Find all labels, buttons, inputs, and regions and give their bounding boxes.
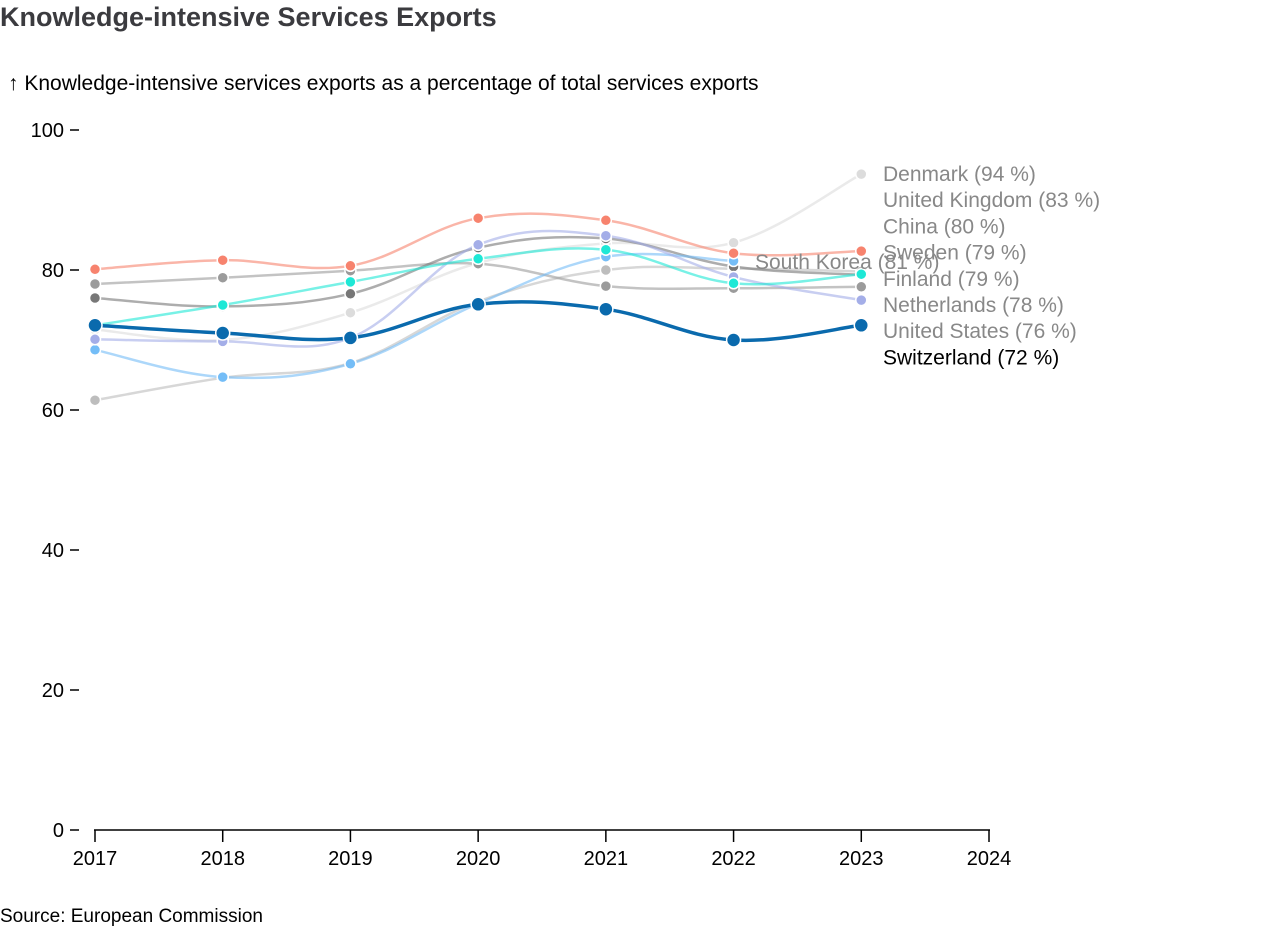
point-south-korea bbox=[216, 370, 229, 384]
series-label-south-korea: South Korea (81 %) bbox=[755, 251, 939, 274]
point-netherlands bbox=[599, 279, 613, 293]
point-denmark bbox=[855, 167, 868, 181]
point-south-korea bbox=[88, 343, 102, 357]
series-label: China (80 %) bbox=[883, 215, 1006, 238]
y-tick-label: 0 bbox=[53, 820, 64, 842]
point-finland bbox=[344, 275, 357, 289]
point-switzerland bbox=[214, 325, 231, 341]
series-lines bbox=[94, 172, 862, 402]
x-tick-label: 2024 bbox=[967, 848, 1012, 870]
point-finland bbox=[216, 298, 229, 312]
point-united-kingdom bbox=[88, 263, 102, 276]
point-sweden bbox=[88, 291, 102, 305]
point-south-korea bbox=[344, 357, 357, 371]
series-label: Sweden (79 %) bbox=[883, 242, 1027, 265]
series-points bbox=[87, 167, 870, 407]
x-tick-label: 2020 bbox=[456, 848, 501, 870]
point-switzerland bbox=[598, 301, 614, 317]
point-finland bbox=[855, 267, 868, 281]
y-tick-label: 20 bbox=[42, 680, 64, 702]
x-tick-label: 2021 bbox=[584, 848, 629, 870]
point-united-states bbox=[855, 293, 868, 307]
y-tick-label: 100 bbox=[31, 120, 64, 142]
y-tick-label: 60 bbox=[42, 400, 64, 422]
series-label: United Kingdom (83 %) bbox=[883, 189, 1100, 212]
point-sweden bbox=[344, 287, 357, 301]
source-note: Source: European Commission bbox=[0, 906, 263, 927]
point-denmark bbox=[727, 236, 740, 249]
series-labels: Denmark (94 %) United Kingdom (83 %) China… bbox=[755, 163, 1100, 369]
series-label: Switzerland (72 %) bbox=[883, 346, 1059, 369]
series-label: United States (76 %) bbox=[883, 320, 1077, 343]
point-finland bbox=[727, 277, 740, 290]
point-finland bbox=[471, 252, 485, 266]
y-axis: 0 20 40 60 80 100 bbox=[31, 120, 79, 842]
y-axis-label: ↑ Knowledge-intensive services exports a… bbox=[8, 72, 759, 95]
point-united-states bbox=[88, 333, 102, 346]
line-south-korea bbox=[94, 252, 734, 380]
point-china bbox=[599, 263, 613, 277]
series-label: Denmark (94 %) bbox=[883, 163, 1036, 186]
point-united-kingdom bbox=[727, 246, 740, 260]
point-united-states bbox=[599, 229, 613, 242]
y-tick-label: 40 bbox=[42, 540, 64, 562]
x-tick-label: 2019 bbox=[328, 848, 373, 870]
point-united-kingdom bbox=[599, 214, 613, 227]
point-united-kingdom bbox=[855, 244, 868, 258]
point-united-states bbox=[471, 238, 485, 252]
point-switzerland bbox=[342, 330, 359, 346]
point-finland bbox=[599, 243, 613, 256]
point-netherlands bbox=[216, 271, 229, 284]
x-tick-label: 2018 bbox=[200, 848, 245, 870]
point-united-kingdom bbox=[471, 211, 485, 225]
point-china bbox=[88, 393, 102, 407]
series-label: Netherlands (78 %) bbox=[883, 294, 1064, 317]
series-label: Finland (79 %) bbox=[883, 268, 1020, 291]
chart-title: Knowledge-intensive Services Exports bbox=[0, 2, 497, 32]
point-switzerland bbox=[853, 317, 870, 334]
point-netherlands bbox=[855, 280, 868, 294]
y-tick-label: 80 bbox=[42, 260, 64, 282]
point-netherlands bbox=[88, 277, 102, 291]
point-united-kingdom bbox=[216, 253, 229, 267]
x-tick-label: 2017 bbox=[73, 848, 118, 870]
point-switzerland bbox=[87, 317, 103, 334]
point-denmark bbox=[344, 306, 357, 319]
point-switzerland bbox=[725, 332, 742, 348]
x-tick-label: 2022 bbox=[711, 848, 756, 870]
point-united-kingdom bbox=[344, 259, 357, 273]
point-switzerland bbox=[470, 296, 486, 313]
x-axis: 2017 2018 2019 2020 2021 2022 2023 2024 bbox=[73, 829, 1012, 870]
x-tick-label: 2023 bbox=[839, 848, 884, 870]
